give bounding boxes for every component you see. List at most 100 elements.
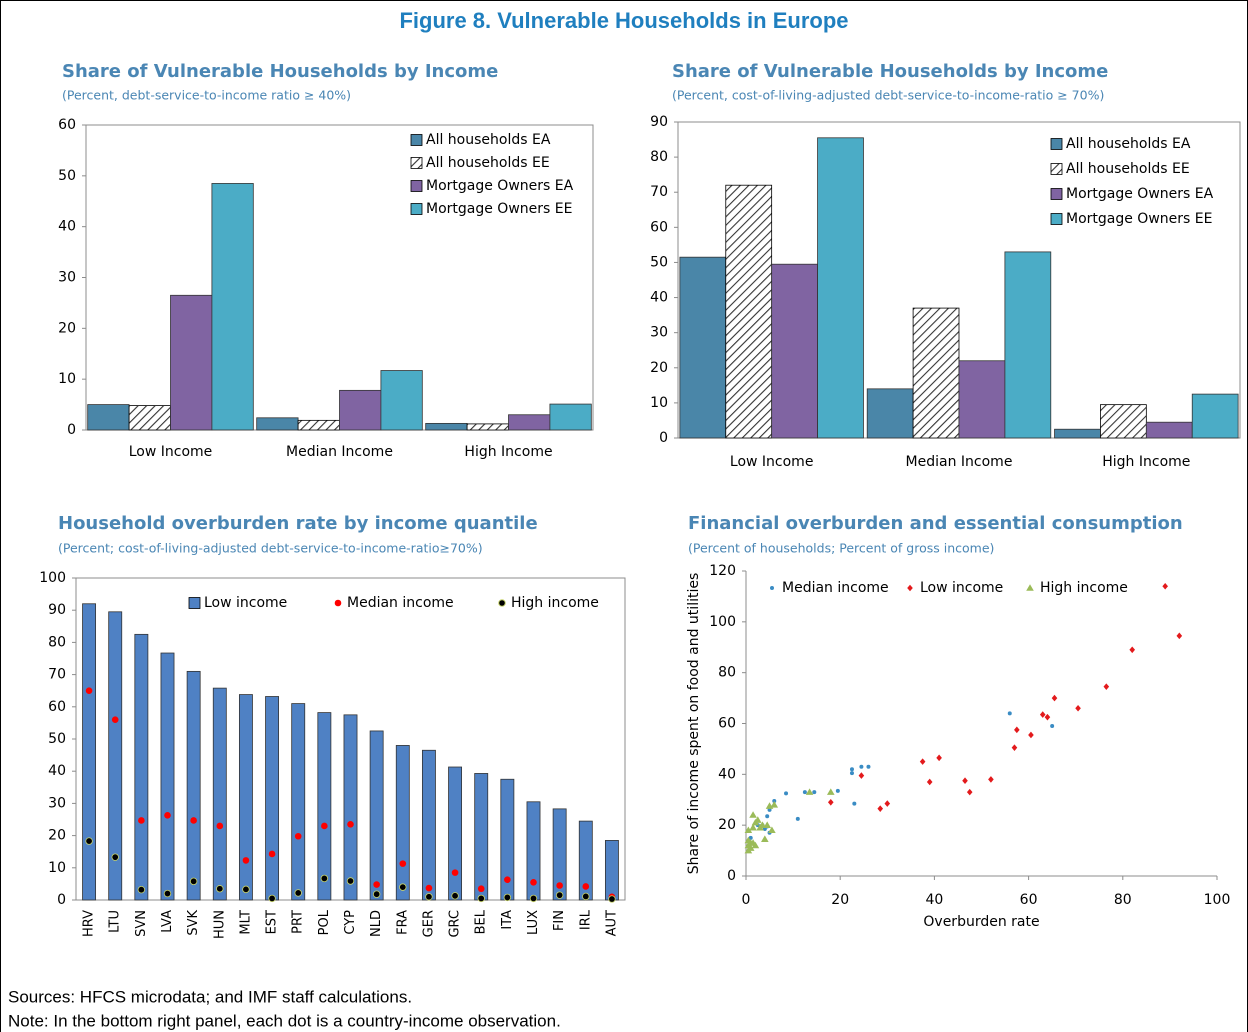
- y-tick-label: 0: [659, 430, 668, 446]
- bar: [474, 773, 489, 901]
- x-tick-label: High Income: [1102, 454, 1190, 470]
- y-tick-label: 80: [718, 665, 736, 681]
- x-tick-label: AUT: [604, 910, 619, 936]
- dot: [582, 883, 590, 890]
- point: [835, 788, 840, 793]
- bar: [380, 370, 423, 431]
- dot: [163, 889, 172, 898]
- point: [748, 835, 753, 840]
- legend-label: All households EA: [1066, 136, 1191, 152]
- bar: [425, 422, 468, 431]
- legend-swatch: [1050, 213, 1063, 225]
- panel-title: Financial overburden and essential consu…: [688, 513, 1183, 534]
- y-tick-label: 60: [48, 699, 66, 715]
- point: [761, 835, 769, 842]
- point: [919, 758, 926, 765]
- bar: [1054, 428, 1101, 439]
- x-tick-label: SVK: [186, 910, 201, 936]
- bar: [912, 307, 960, 439]
- dot: [242, 857, 250, 864]
- dot: [504, 876, 511, 884]
- bar: [771, 263, 818, 439]
- figure-title: Figure 8. Vulnerable Households in Europ…: [399, 8, 848, 33]
- bar: [817, 137, 864, 439]
- dot: [346, 877, 355, 885]
- dot: [137, 885, 146, 894]
- legend-swatch: [1050, 163, 1063, 175]
- bar: [186, 670, 201, 901]
- x-tick-label: LUX: [526, 910, 541, 935]
- dot: [294, 889, 302, 897]
- dot: [451, 869, 459, 876]
- legend-swatch: [410, 180, 423, 192]
- dot: [608, 895, 616, 903]
- panel-title: Household overburden rate by income quan…: [58, 513, 538, 534]
- panel-subtitle: (Percent of households; Percent of gross…: [688, 541, 994, 556]
- legend-label: Mortgage Owners EA: [1066, 186, 1214, 202]
- legend-label: Mortgage Owners EE: [1066, 211, 1212, 227]
- bar: [552, 808, 567, 901]
- y-tick-label: 30: [48, 795, 66, 811]
- x-tick-label: High Income: [464, 444, 552, 460]
- point: [877, 805, 884, 812]
- bar: [1004, 251, 1052, 439]
- y-tick-label: 20: [718, 817, 736, 833]
- dot: [477, 885, 485, 893]
- bar: [297, 419, 340, 431]
- dot: [555, 891, 564, 899]
- x-tick-label: 0: [742, 892, 751, 908]
- bar: [508, 414, 551, 431]
- x-tick-label: NLD: [369, 910, 384, 937]
- point: [770, 801, 779, 808]
- point: [962, 777, 968, 784]
- x-tick-label: 100: [1204, 892, 1231, 908]
- point: [988, 776, 994, 783]
- x-tick-label: Low Income: [730, 454, 814, 470]
- x-tick-label: EST: [265, 910, 280, 934]
- x-tick-label: MLT: [238, 910, 253, 935]
- y-tick-label: 30: [650, 325, 668, 341]
- y-tick-label: 120: [709, 563, 736, 579]
- x-tick-label: POL: [317, 909, 332, 935]
- legend-swatch: [410, 203, 423, 215]
- point: [812, 790, 817, 795]
- point: [1028, 731, 1034, 739]
- x-axis-label: Overburden rate: [923, 914, 1039, 930]
- y-tick-label: 0: [57, 892, 66, 908]
- bar: [82, 603, 97, 901]
- dot: [268, 894, 276, 903]
- y-tick-label: 70: [650, 184, 668, 200]
- legend-label: All households EE: [426, 155, 550, 171]
- dot: [321, 822, 328, 830]
- point: [744, 846, 753, 854]
- note: Note: In the bottom right panel, each do…: [8, 1011, 561, 1030]
- bar: [448, 766, 463, 901]
- bar: [421, 749, 436, 901]
- legend-swatch: [410, 157, 423, 169]
- y-tick-label: 40: [58, 219, 76, 235]
- dot: [556, 882, 563, 889]
- panel-subtitle: (Percent, cost-of-living-adjusted debt-s…: [672, 88, 1104, 103]
- x-tick-label: Median Income: [906, 454, 1013, 470]
- point: [859, 764, 864, 769]
- dot: [399, 860, 407, 867]
- y-tick-label: 50: [48, 731, 66, 747]
- point: [1044, 713, 1051, 721]
- point: [884, 800, 891, 807]
- x-tick-label: FIN: [552, 910, 567, 931]
- x-tick-label: IRL: [578, 909, 593, 930]
- y-tick-label: 0: [727, 868, 736, 884]
- y-tick-label: 50: [650, 254, 668, 270]
- point: [826, 788, 835, 795]
- bar: [395, 745, 410, 901]
- y-tick-label: 0: [67, 422, 76, 438]
- bar: [549, 403, 592, 431]
- point: [762, 826, 767, 831]
- bar: [339, 389, 382, 431]
- dot: [189, 877, 198, 886]
- point: [765, 802, 774, 809]
- x-tick-label: BEL: [474, 909, 489, 934]
- y-tick-label: 70: [48, 667, 66, 683]
- dot: [85, 837, 93, 845]
